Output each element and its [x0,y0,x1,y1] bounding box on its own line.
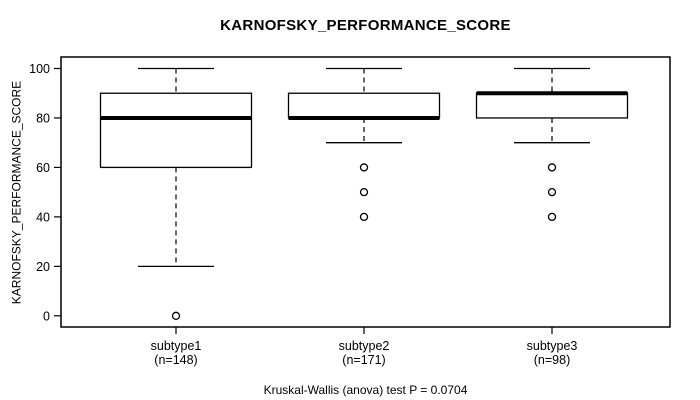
y-tick-label: 0 [43,309,50,323]
y-tick-label: 60 [36,161,50,175]
outlier-point [547,163,557,172]
stat-test-caption: Kruskal-Wallis (anova) test P = 0.0704 [263,383,468,397]
iqr-box [475,92,629,119]
y-tick-label: 40 [36,210,50,224]
group-n-label: (n=148) [154,353,197,367]
group-n-label: (n=98) [534,353,570,367]
outlier-point [547,187,557,197]
iqr-box [99,92,253,169]
chart-title: KARNOFSKY_PERFORMANCE_SCORE [220,17,511,34]
outlier-point [359,187,369,197]
outlier-point [171,311,181,320]
group-label: subtype2 [339,339,390,353]
plot-frame [60,56,671,328]
outlier-point [359,212,369,222]
group-label: subtype3 [527,339,578,353]
iqr-box [287,92,441,119]
group-label: subtype1 [151,339,202,353]
outlier-point [547,212,557,222]
y-tick-label: 100 [29,62,50,76]
y-tick-label: 80 [36,111,50,125]
outlier-point [359,163,369,172]
y-tick-label: 20 [36,260,50,274]
group-n-label: (n=171) [342,353,385,367]
